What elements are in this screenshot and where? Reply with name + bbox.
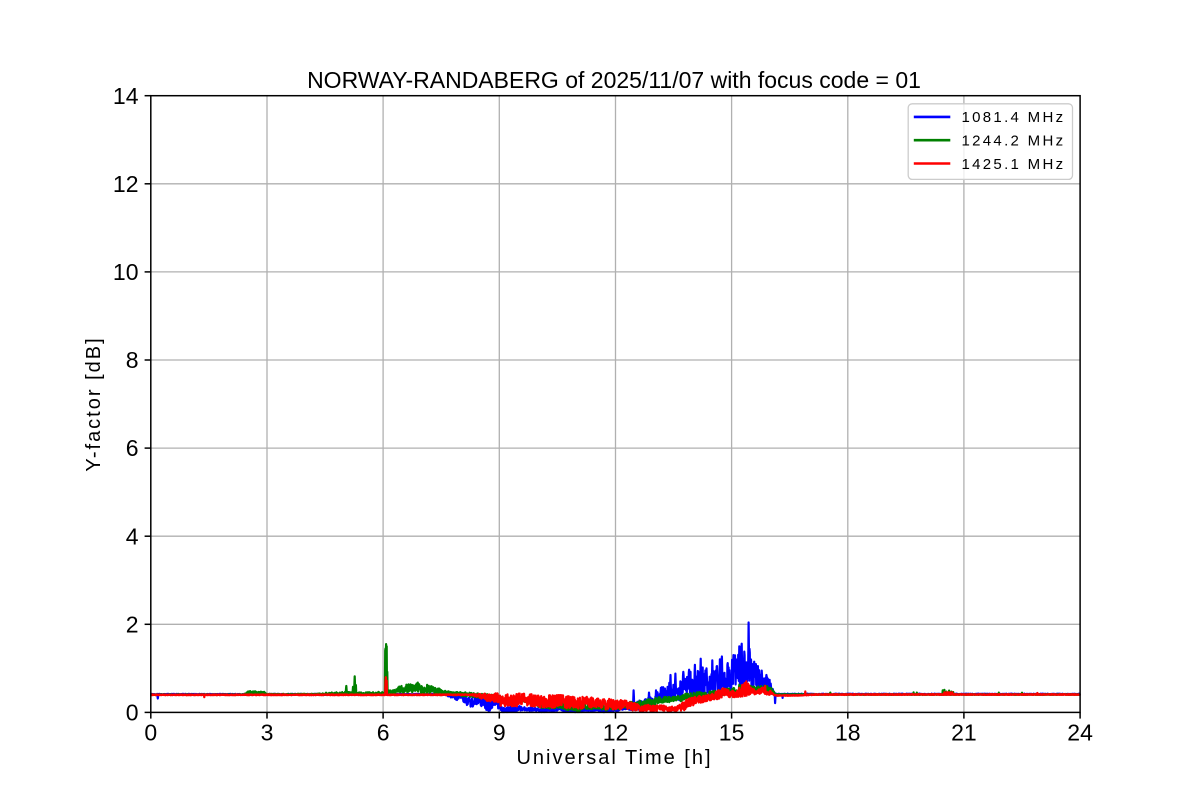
svg-text:4: 4: [126, 523, 139, 549]
svg-text:14: 14: [113, 83, 139, 109]
svg-text:9: 9: [493, 720, 506, 746]
svg-text:Y-factor [dB]: Y-factor [dB]: [83, 336, 105, 471]
svg-text:0: 0: [126, 700, 139, 726]
svg-text:1081.4 MHz: 1081.4 MHz: [962, 109, 1066, 126]
svg-text:2: 2: [126, 611, 139, 637]
svg-text:10: 10: [113, 259, 139, 285]
svg-text:NORWAY-RANDABERG of 2025/11/07: NORWAY-RANDABERG of 2025/11/07 with focu…: [307, 67, 921, 93]
svg-text:1425.1 MHz: 1425.1 MHz: [962, 156, 1066, 173]
svg-text:15: 15: [719, 720, 745, 746]
svg-text:6: 6: [377, 720, 390, 746]
svg-text:6: 6: [126, 435, 139, 461]
svg-text:12: 12: [603, 720, 629, 746]
svg-text:8: 8: [126, 347, 139, 373]
svg-text:18: 18: [835, 720, 861, 746]
svg-text:0: 0: [144, 720, 157, 746]
svg-text:12: 12: [113, 171, 139, 197]
svg-text:24: 24: [1067, 720, 1093, 746]
svg-text:21: 21: [951, 720, 977, 746]
svg-text:3: 3: [261, 720, 274, 746]
svg-text:1244.2 MHz: 1244.2 MHz: [962, 133, 1066, 150]
svg-text:Universal Time [h]: Universal Time [h]: [516, 747, 712, 769]
